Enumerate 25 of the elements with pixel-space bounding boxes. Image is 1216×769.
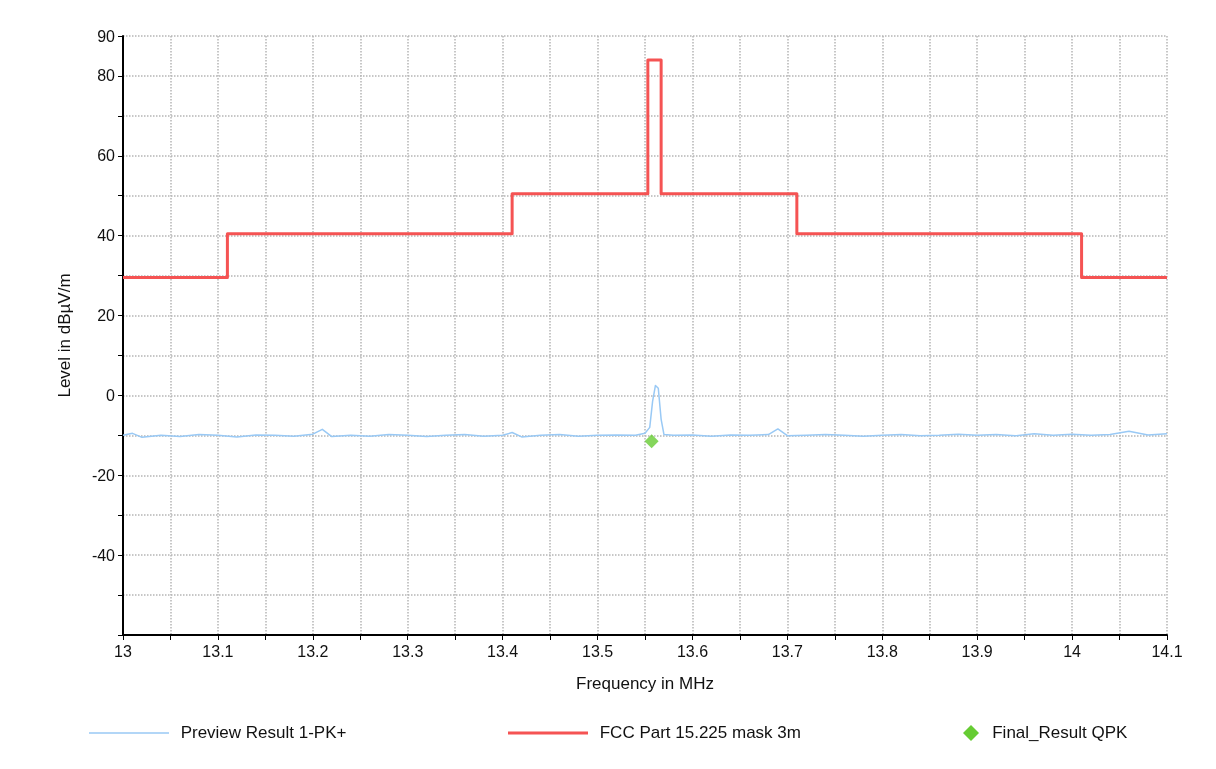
x-tick-label: 13.3 — [392, 642, 424, 660]
x-tick-label: 14 — [1063, 642, 1082, 660]
y-axis-title: Level in dBµV/m — [55, 273, 74, 398]
legend-label: Final_Result QPK — [992, 723, 1128, 743]
y-tick-label: -20 — [91, 466, 116, 484]
x-tick-label: 13.5 — [581, 642, 614, 660]
x-axis-title: Frequency in MHz — [576, 674, 714, 693]
legend-label: Preview Result 1-PK+ — [180, 723, 347, 743]
x-tick-label: 13.7 — [771, 642, 804, 660]
y-tick-label: 0 — [106, 386, 116, 404]
x-tick-label: 13.1 — [202, 642, 234, 660]
y-tick-label: -40 — [91, 546, 116, 564]
legend-label: FCC Part 15.225 mask 3m — [599, 723, 801, 743]
x-tick-label: 13.4 — [487, 642, 519, 660]
y-tick-label: 80 — [97, 67, 116, 85]
y-tick-label: 20 — [97, 307, 116, 325]
y-tick-label: 90 — [97, 27, 116, 45]
y-tick-label: 40 — [97, 227, 116, 245]
x-tick-label: 13.2 — [297, 642, 329, 660]
x-tick-label: 13 — [114, 642, 132, 660]
y-tick-label: 60 — [97, 147, 116, 165]
x-tick-label: 13.6 — [676, 642, 709, 660]
x-tick-label: 13.8 — [866, 642, 898, 660]
x-tick-label: 13.9 — [961, 642, 993, 660]
x-tick-label: 14.1 — [1151, 642, 1183, 660]
